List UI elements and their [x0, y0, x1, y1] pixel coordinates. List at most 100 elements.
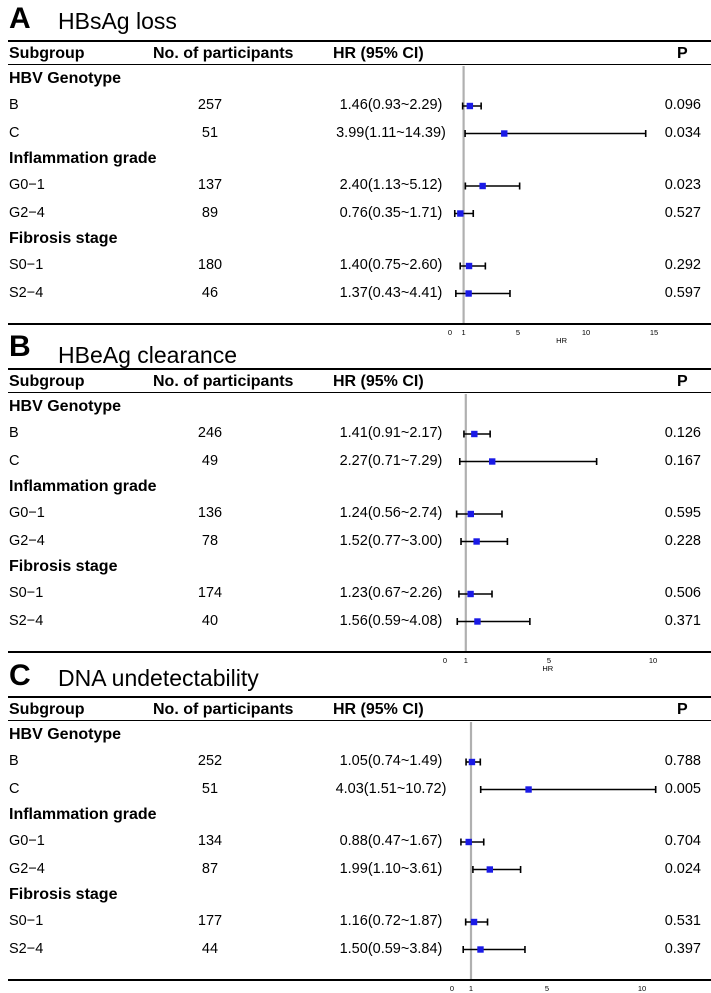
panel-a: A HBsAg loss Subgroup No. of participants HR…	[0, 0, 711, 345]
row-label: B	[9, 97, 19, 113]
row-p-value: 0.005	[664, 780, 701, 797]
header-subgroup: Subgroup	[9, 45, 85, 62]
row-hr-ci: 0.88(0.47~1.67)	[339, 833, 443, 849]
row-label: B	[9, 753, 19, 769]
row-label: S2−4	[9, 612, 44, 629]
top-rule	[8, 40, 711, 42]
x-tick-label: 10	[638, 984, 646, 993]
row-hr-ci: 1.16(0.72~1.87)	[339, 913, 443, 929]
x-tick-label: 0	[448, 328, 452, 337]
row-label: G0−1	[9, 833, 45, 849]
x-tick-label: 5	[516, 328, 520, 337]
bottom-rule	[8, 979, 711, 981]
hr-point	[465, 290, 472, 297]
row-label: G0−1	[9, 505, 45, 521]
row-p-value: 0.506	[664, 585, 701, 601]
header-rule	[8, 392, 711, 393]
hr-point	[479, 182, 486, 190]
row-hr-ci: 1.52(0.77~3.00)	[339, 532, 443, 549]
header-hr: HR (95% CI)	[333, 701, 424, 718]
x-axis-label: HR	[556, 336, 567, 345]
row-participants: 87	[201, 860, 219, 877]
row-participants: 174	[197, 585, 223, 601]
hr-point	[501, 130, 508, 137]
row-p-value: 0.397	[664, 940, 701, 957]
header-p: P	[677, 701, 688, 718]
row-participants: 49	[201, 452, 219, 469]
row-hr-ci: 1.40(0.75~2.60)	[339, 257, 443, 273]
row-p-value: 0.024	[664, 860, 701, 877]
group-label: Inflammation grade	[9, 806, 157, 823]
row-p-value: 0.126	[664, 425, 701, 441]
row-p-value: 0.292	[664, 257, 701, 273]
x-tick-label: 5	[547, 656, 551, 665]
header-participants: No. of participants	[153, 701, 294, 718]
row-hr-ci: 1.23(0.67~2.26)	[339, 585, 443, 601]
row-participants: 46	[201, 284, 219, 301]
header-rule	[8, 64, 711, 65]
x-tick-label: 15	[650, 328, 658, 337]
row-label: G2−4	[9, 204, 45, 221]
row-participants: 257	[197, 97, 223, 113]
row-p-value: 0.595	[664, 505, 701, 521]
header-p: P	[677, 45, 688, 62]
header-participants: No. of participants	[153, 45, 294, 62]
row-hr-ci: 1.46(0.93~2.29)	[339, 97, 443, 113]
row-hr-ci: 1.56(0.59~4.08)	[339, 612, 443, 629]
row-p-value: 0.371	[664, 612, 701, 629]
row-participants: 134	[197, 833, 223, 849]
panel-title: HBeAg clearance	[58, 342, 237, 368]
hr-point	[474, 618, 481, 625]
x-tick-label: 1	[462, 328, 466, 337]
x-tick-label: 0	[443, 656, 447, 665]
group-label: HBV Genotype	[9, 726, 122, 743]
x-tick-label: 10	[649, 656, 657, 665]
row-p-value: 0.704	[664, 833, 701, 849]
bottom-rule	[8, 651, 711, 653]
row-participants: 252	[197, 753, 223, 769]
row-hr-ci: 1.24(0.56~2.74)	[339, 505, 443, 521]
x-tick-label: 1	[469, 984, 473, 993]
row-p-value: 0.597	[664, 284, 701, 301]
bottom-rule	[8, 323, 711, 325]
header-p: P	[677, 373, 688, 390]
hr-point	[457, 210, 464, 217]
row-hr-ci: 2.27(0.71~7.29)	[339, 452, 443, 469]
row-participants: 177	[197, 913, 223, 929]
top-rule	[8, 696, 711, 698]
header-participants: No. of participants	[153, 373, 294, 390]
row-label: S0−1	[9, 585, 44, 601]
group-label: HBV Genotype	[9, 398, 122, 415]
row-label: C	[9, 124, 20, 141]
x-axis-label: HR	[542, 664, 553, 673]
row-p-value: 0.023	[664, 177, 701, 193]
header-subgroup: Subgroup	[9, 373, 85, 390]
row-participants: 78	[201, 532, 219, 549]
header-hr: HR (95% CI)	[333, 373, 424, 390]
row-p-value: 0.096	[664, 97, 701, 113]
row-hr-ci: 1.99(1.10~3.61)	[339, 860, 443, 877]
row-label: G2−4	[9, 860, 45, 877]
panel-b: B HBeAg clearance Subgroup No. of participa…	[0, 328, 711, 673]
row-label: S0−1	[9, 257, 44, 273]
row-hr-ci: 1.37(0.43~4.41)	[339, 284, 443, 301]
row-hr-ci: 1.50(0.59~3.84)	[339, 940, 443, 957]
group-label: Fibrosis stage	[9, 886, 118, 903]
row-p-value: 0.228	[664, 532, 701, 549]
row-label: G2−4	[9, 532, 45, 549]
row-label: C	[9, 780, 20, 797]
hr-point	[465, 838, 472, 846]
group-label: Inflammation grade	[9, 478, 157, 495]
panel-letter: B	[9, 330, 31, 363]
row-participants: 51	[201, 124, 219, 141]
row-participants: 246	[197, 425, 223, 441]
row-p-value: 0.527	[664, 204, 701, 221]
row-p-value: 0.531	[664, 913, 701, 929]
hr-point	[486, 866, 494, 873]
hr-point	[473, 538, 480, 545]
row-label: C	[9, 452, 20, 469]
hr-point	[468, 758, 476, 766]
row-p-value: 0.034	[664, 124, 701, 141]
